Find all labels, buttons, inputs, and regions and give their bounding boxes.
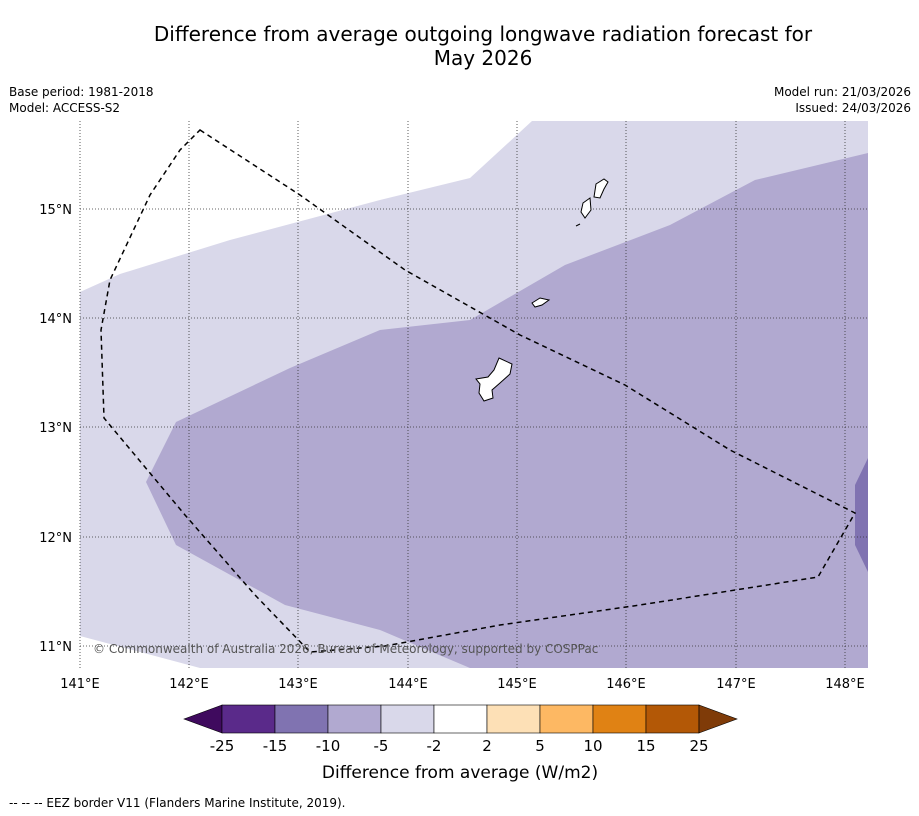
lon-axis-labels: 141°E 142°E 143°E 144°E 145°E 146°E 147°… [60,677,865,692]
colorbar-tick: 2 [482,737,492,755]
issued-date: Issued: 24/03/2026 [795,101,911,115]
colorbar-swatch [433,704,488,734]
colorbar-tick: 25 [689,737,708,755]
lon-label: 143°E [278,677,318,692]
anomaly-region-dark [855,458,868,572]
island-saipan [593,178,609,199]
title-line-1: Difference from average outgoing longwav… [153,22,813,46]
colorbar-ticks: -25 -15 -10 -5 -2 2 5 10 15 25 [210,737,709,755]
colorbar-swatch [380,704,435,734]
lat-label: 13°N [39,421,72,436]
chart-title: Difference from average outgoing longwav… [0,22,919,70]
lon-label: 141°E [60,677,100,692]
gridlines [79,121,868,668]
base-period: Base period: 1981-2018 [9,85,154,99]
islands [475,178,609,402]
title-line-2: May 2026 [433,46,533,70]
colorbar-tick: -10 [316,737,341,755]
lat-label: 15°N [39,203,72,218]
lon-label: 148°E [825,677,865,692]
model-name: Model: ACCESS-S2 [9,101,121,115]
colorbar-tick: -2 [427,737,442,755]
colorbar-swatch [327,704,382,734]
island-guam [475,357,513,402]
lat-label: 12°N [39,531,72,546]
colorbar-tick: -5 [374,737,389,755]
colorbar-extend-high [698,704,738,734]
colorbar-swatch [645,704,700,734]
colorbar-swatch [486,704,541,734]
meta-left: Base period: 1981-2018 Model: ACCESS-S2 [9,84,154,116]
island-rota [531,297,551,308]
colorbar-tick: -15 [263,737,288,755]
colorbar-extend-low [183,704,223,734]
eez-legend-footer: -- -- -- EEZ border V11 (Flanders Marine… [9,796,346,810]
copyright-text: © Commonwealth of Australia 2026, Bureau… [93,642,598,656]
lat-axis-labels: 15°N 14°N 13°N 12°N 11°N [39,203,72,655]
colorbar-tick: 15 [636,737,655,755]
anomaly-region-medium [146,153,868,668]
colorbar-tick: -25 [210,737,235,755]
colorbar-swatch [592,704,647,734]
colorbar-swatch [221,704,276,734]
lon-label: 146°E [606,677,646,692]
colorbar-label: Difference from average (W/m2) [322,763,598,783]
model-run: Model run: 21/03/2026 [773,85,911,99]
eez-border [100,129,857,653]
island-tinian [580,197,592,219]
lat-label: 11°N [39,640,72,655]
colorbar-tick: 10 [583,737,602,755]
meta-right: Model run: 21/03/2026 Issued: 24/03/2026 [774,84,911,116]
colorbar: -25 -15 -10 -5 -2 2 5 10 15 25 Differenc… [183,704,738,783]
colorbar-swatch [539,704,594,734]
colorbar-tick: 5 [535,737,545,755]
lon-label: 145°E [497,677,537,692]
lat-label: 14°N [39,312,72,327]
lon-label: 147°E [716,677,756,692]
island-aguijan [575,223,581,227]
colorbar-swatch [274,704,329,734]
lon-label: 144°E [388,677,428,692]
lon-label: 142°E [169,677,209,692]
